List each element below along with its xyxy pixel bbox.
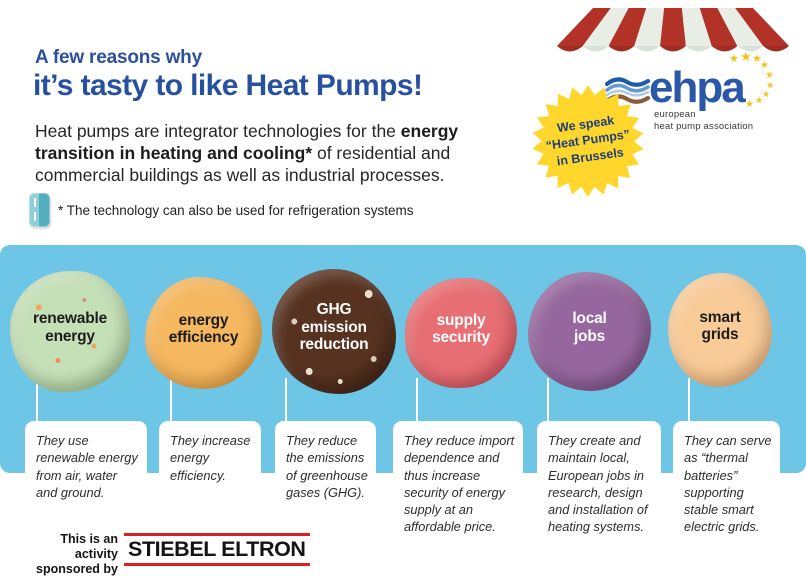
ehpa-waves-icon — [604, 77, 651, 104]
eu-star-icon: ★ — [762, 89, 771, 99]
benefit-card: They use renewable energy from air, wate… — [25, 421, 147, 515]
awning-icon — [557, 8, 789, 52]
benefit-card: They create and maintain local, European… — [537, 421, 661, 549]
connector-line — [36, 378, 38, 423]
eu-star-icon: ★ — [766, 80, 775, 90]
eu-star-icon: ★ — [755, 95, 764, 105]
speech-badge: We speak “Heat Pumps” in Brussels — [521, 74, 654, 207]
scoop-label: local jobs — [572, 310, 607, 345]
refrigerator-icon — [29, 193, 50, 227]
connector-line — [547, 378, 549, 423]
eu-star-icon: ★ — [740, 49, 752, 64]
ehpa-brand-block: ehpa european heat pump association ★ ★ … — [545, 0, 806, 190]
intro-pre: Heat pumps are integrator technologies f… — [35, 121, 401, 141]
scoop-label: energy efficiency — [168, 311, 239, 346]
scoop-label: renewable energy — [32, 310, 107, 345]
eu-star-icon: ★ — [752, 53, 762, 65]
connector-line — [688, 378, 690, 423]
connector-line — [285, 378, 287, 423]
intro-paragraph: Heat pumps are integrator technologies f… — [35, 120, 493, 186]
scoop-renewable-energy: renewable energy — [10, 271, 130, 392]
page-title: it’s tasty to like Heat Pumps! — [33, 69, 423, 102]
eu-star-icon: ★ — [729, 53, 739, 65]
ehpa-logo-subtitle: european heat pump association — [654, 109, 753, 132]
footnote-text: * The technology can also be used for re… — [58, 202, 414, 218]
benefit-card: They reduce import dependence and thus i… — [393, 421, 523, 549]
starburst-icon — [532, 84, 644, 198]
footnote: * The technology can also be used for re… — [29, 193, 413, 227]
scoop-label: supply security — [432, 311, 490, 346]
scoop-local-jobs: local jobs — [528, 272, 651, 391]
scoop-smart-grids: smart grids — [668, 273, 772, 387]
benefit-card: They increase energy efficiency. — [159, 421, 261, 497]
eu-star-icon: ★ — [760, 60, 769, 71]
scoop-ghg-emission-reduction: GHG emission reduction — [272, 269, 396, 394]
eu-star-icon: ★ — [745, 99, 754, 110]
scoop-label: smart grids — [699, 308, 741, 343]
intro-post: of residential and commercial buildings … — [35, 143, 451, 186]
ehpa-logo-text: ehpa — [649, 63, 746, 112]
connector-line — [170, 378, 172, 423]
scoop-energy-efficiency: energy efficiency — [145, 277, 262, 389]
ehpa-subtitle-line2: heat pump association — [654, 120, 754, 132]
kicker-text: A few reasons why — [35, 47, 202, 68]
benefit-card: They can serve as “thermal batteries” su… — [673, 421, 780, 549]
sponsor-note: This is an activity sponsored by — [36, 532, 118, 576]
benefit-card: They reduce the emissions of greenhouse … — [275, 421, 376, 515]
connector-line — [416, 378, 418, 423]
scoop-label: GHG emission reduction — [299, 301, 369, 354]
stiebel-eltron-logo: STIEBEL ELTRON — [124, 533, 310, 566]
badge-text: We speak “Heat Pumps” in Brussels — [521, 74, 654, 207]
scoop-supply-security: supply security — [405, 278, 517, 388]
ehpa-subtitle-line1: european — [654, 109, 696, 120]
intro-bold: energy transition in heating and cooling… — [35, 121, 459, 164]
eu-star-icon: ★ — [765, 70, 774, 81]
